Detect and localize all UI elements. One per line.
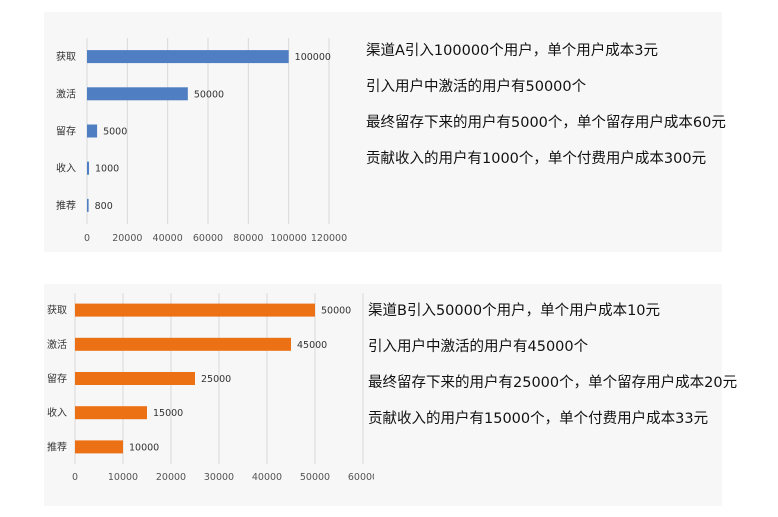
channel-a-bar-chart: 0 20000 40000 60000 80000 100000 120000 获取 10000… — [56, 38, 347, 244]
x-tick-label: 20000 — [156, 472, 186, 483]
category-label: 获取 — [47, 305, 67, 317]
x-tick-label: 40000 — [153, 233, 183, 244]
x-tick-label: 80000 — [233, 233, 263, 244]
data-label: 50000 — [194, 89, 224, 100]
category-label: 获取 — [56, 51, 76, 63]
x-tick-label: 40000 — [252, 472, 282, 483]
channel-b-panel: 0 10000 20000 30000 40000 50000 60000 获取 50000 激活… — [44, 284, 737, 506]
bar — [87, 198, 89, 212]
data-label: 100000 — [295, 52, 331, 63]
category-label: 推荐 — [47, 440, 67, 453]
bar — [87, 124, 98, 138]
category-label: 推荐 — [56, 199, 76, 212]
category-label: 收入 — [56, 162, 76, 175]
data-label: 15000 — [153, 408, 183, 419]
data-label: 45000 — [297, 340, 327, 351]
bar — [75, 337, 291, 351]
bar — [87, 87, 188, 101]
channel-b-note: 贡献收入的用户有15000个，单个付费用户成本33元 — [368, 411, 709, 427]
x-tick-label: 0 — [84, 233, 90, 244]
bar — [75, 406, 147, 420]
data-label: 10000 — [129, 442, 159, 453]
channel-b-note: 引入用户中激活的用户有45000个 — [368, 339, 589, 355]
channel-a-note: 贡献收入的用户有1000个，单个付费用户成本300元 — [366, 151, 707, 167]
x-tick-label: 10000 — [108, 472, 138, 483]
bar — [75, 372, 195, 385]
channel-b-notes: 渠道B引入50000个用户，单个用户成本10元 引入用户中激活的用户有45000… — [368, 300, 737, 444]
data-label: 25000 — [201, 374, 231, 385]
channel-a-note: 渠道A引入100000个用户，单个用户成本3元 — [366, 43, 658, 59]
channel-a-notes: 渠道A引入100000个用户，单个用户成本3元 引入用户中激活的用户有50000… — [366, 40, 726, 184]
x-tick-label: 30000 — [204, 472, 234, 483]
channel-a-note: 最终留存下来的用户有5000个，单个留存用户成本60元 — [366, 115, 726, 131]
bar — [87, 50, 289, 64]
category-label: 留存 — [56, 125, 76, 138]
x-tick-label: 100000 — [271, 233, 307, 244]
x-tick-label: 20000 — [112, 233, 142, 244]
data-label: 1000 — [95, 164, 119, 175]
channel-b-note: 渠道B引入50000个用户，单个用户成本10元 — [368, 303, 661, 319]
bar — [87, 161, 90, 175]
x-tick-label: 50000 — [300, 472, 330, 483]
channel-a-note: 引入用户中激活的用户有50000个 — [366, 79, 587, 95]
category-label: 收入 — [47, 406, 67, 419]
category-label: 留存 — [47, 372, 67, 385]
x-tick-label: 60000 — [193, 233, 223, 244]
x-tick-label: 60000 — [348, 472, 374, 483]
category-label: 激活 — [47, 338, 67, 351]
channel-a-panel: 0 20000 40000 60000 80000 100000 120000 获取 10000… — [44, 12, 726, 252]
data-label: 5000 — [103, 127, 127, 138]
bar — [75, 303, 315, 317]
x-tick-label: 0 — [72, 472, 78, 483]
data-label: 800 — [95, 201, 113, 212]
x-tick-label: 120000 — [311, 233, 347, 244]
category-label: 激活 — [56, 87, 76, 100]
data-label: 50000 — [321, 306, 351, 317]
bar — [75, 440, 123, 454]
channel-b-bar-chart: 0 10000 20000 30000 40000 50000 60000 获取 50000 激活… — [47, 293, 374, 483]
channel-b-note: 最终留存下来的用户有25000个，单个留存用户成本20元 — [368, 375, 738, 391]
